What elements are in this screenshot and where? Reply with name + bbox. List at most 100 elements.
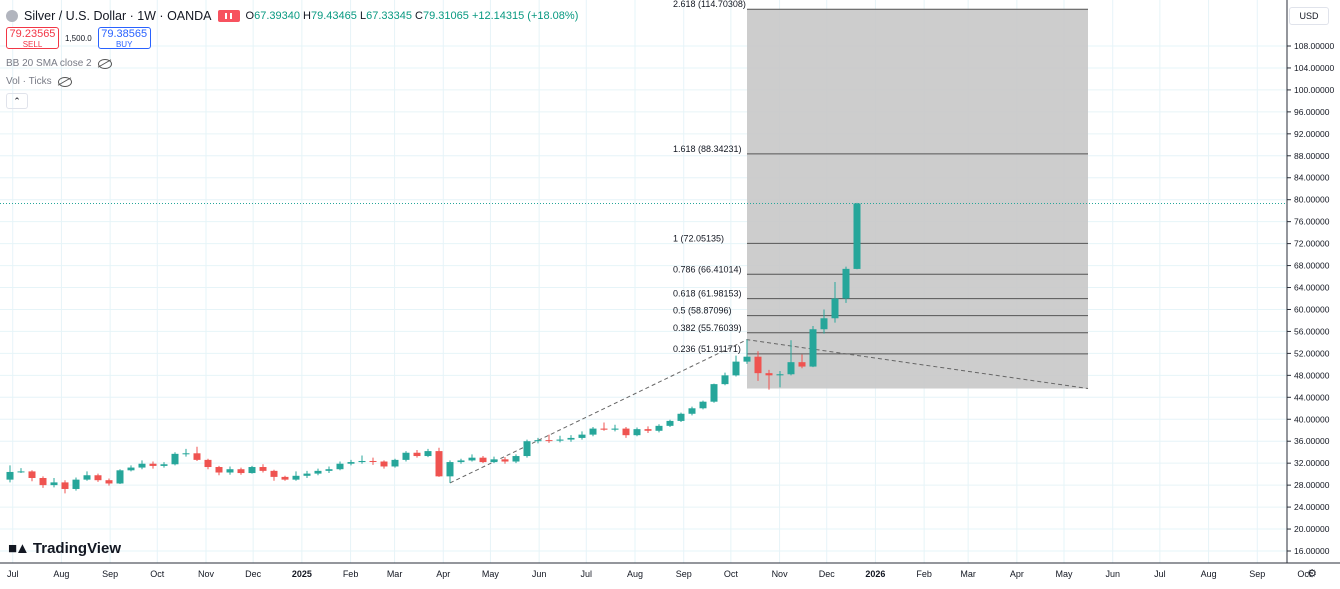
candle[interactable] <box>149 463 157 466</box>
candle[interactable] <box>644 429 652 431</box>
candle[interactable] <box>391 459 399 467</box>
candle[interactable] <box>259 467 267 471</box>
candle[interactable] <box>578 434 586 438</box>
candle[interactable] <box>842 268 850 299</box>
candle[interactable] <box>380 461 388 467</box>
candle[interactable] <box>776 374 784 376</box>
candle[interactable] <box>160 464 168 466</box>
candle[interactable] <box>589 428 597 435</box>
candle[interactable] <box>688 408 696 414</box>
candle[interactable] <box>809 329 817 367</box>
buy-button[interactable]: 79.38565 BUY <box>97 27 151 49</box>
candle[interactable] <box>116 470 124 484</box>
candle[interactable] <box>28 471 36 478</box>
candle[interactable] <box>83 475 91 480</box>
candle[interactable] <box>248 467 256 474</box>
pause-icon[interactable] <box>217 10 240 22</box>
candle[interactable] <box>721 375 729 385</box>
candle[interactable] <box>39 477 47 486</box>
candle[interactable] <box>105 480 113 484</box>
eye-hidden-icon[interactable] <box>97 58 112 69</box>
candle[interactable] <box>336 463 344 470</box>
candle[interactable] <box>743 356 751 362</box>
candle[interactable] <box>237 469 245 474</box>
candle[interactable] <box>820 318 828 330</box>
candle[interactable] <box>402 452 410 460</box>
time-axis[interactable] <box>0 563 1340 589</box>
candle[interactable] <box>61 482 69 489</box>
candle[interactable] <box>787 362 795 375</box>
candle[interactable] <box>490 459 498 463</box>
settings-icon[interactable]: ⚙ <box>1307 568 1317 580</box>
candle[interactable] <box>457 460 465 463</box>
candle[interactable] <box>622 428 630 436</box>
candle[interactable] <box>677 413 685 421</box>
candle[interactable] <box>50 482 58 486</box>
candle[interactable] <box>281 476 289 480</box>
candle[interactable] <box>611 428 619 430</box>
candle[interactable] <box>468 457 476 461</box>
x-tick-label: Nov <box>198 569 215 579</box>
candle[interactable] <box>545 440 553 442</box>
symbol-title[interactable]: Silver / U.S. Dollar · 1W · OANDA <box>24 9 212 23</box>
candle[interactable] <box>534 440 542 442</box>
chevron-up-icon[interactable]: ⌃ <box>6 93 28 109</box>
candle[interactable] <box>204 459 212 468</box>
indicator-volume[interactable]: Vol · Ticks <box>6 76 72 87</box>
candle[interactable] <box>17 471 25 473</box>
candle[interactable] <box>435 451 443 477</box>
candle[interactable] <box>182 453 190 455</box>
candle[interactable] <box>798 362 806 367</box>
candle[interactable] <box>94 475 102 481</box>
candle[interactable] <box>853 203 861 269</box>
candle[interactable] <box>710 384 718 402</box>
candle[interactable] <box>424 451 432 457</box>
candle[interactable] <box>127 467 135 471</box>
y-tick-label: 88.00000 <box>1294 151 1330 161</box>
candle[interactable] <box>6 471 14 480</box>
candle[interactable] <box>446 462 454 477</box>
currency-selector[interactable]: USD <box>1289 7 1329 25</box>
candle[interactable] <box>369 460 377 462</box>
quantity-value[interactable]: 1,500.0 <box>65 33 92 43</box>
candle[interactable] <box>479 457 487 463</box>
candle[interactable] <box>193 453 201 460</box>
candle[interactable] <box>666 420 674 426</box>
candle[interactable] <box>358 460 366 463</box>
price-axis[interactable] <box>1287 0 1340 589</box>
candle[interactable] <box>655 425 663 431</box>
candle[interactable] <box>226 469 234 473</box>
candle[interactable] <box>501 459 509 462</box>
candle[interactable] <box>292 475 300 480</box>
candle[interactable] <box>699 401 707 409</box>
y-tick-label: 100.00000 <box>1294 85 1334 95</box>
candle[interactable] <box>765 373 773 376</box>
candle[interactable] <box>754 356 762 374</box>
candle[interactable] <box>325 469 333 471</box>
candle[interactable] <box>633 429 641 436</box>
candle[interactable] <box>171 453 179 465</box>
candle[interactable] <box>567 437 575 440</box>
candle[interactable] <box>138 463 146 468</box>
candle[interactable] <box>270 470 278 477</box>
candle[interactable] <box>523 441 531 457</box>
candle[interactable] <box>314 470 322 474</box>
candle[interactable] <box>303 473 311 476</box>
candle[interactable] <box>556 439 564 441</box>
eye-hidden-icon[interactable] <box>57 76 72 87</box>
tradingview-logo[interactable]: ■▲ TradingView <box>8 540 121 557</box>
candle[interactable] <box>215 467 223 473</box>
candle[interactable] <box>347 462 355 464</box>
candle[interactable] <box>732 361 740 376</box>
x-tick-label: Nov <box>772 569 789 579</box>
candle[interactable] <box>600 428 608 430</box>
candle[interactable] <box>413 452 421 457</box>
y-tick-label: 20.00000 <box>1294 524 1330 534</box>
sell-button[interactable]: 79.23565 SELL <box>6 27 59 49</box>
candle[interactable] <box>512 456 520 462</box>
candle[interactable] <box>831 298 839 319</box>
candle[interactable] <box>72 479 80 489</box>
fib-zone[interactable] <box>747 9 1088 389</box>
indicator-bb[interactable]: BB 20 SMA close 2 <box>6 58 112 69</box>
